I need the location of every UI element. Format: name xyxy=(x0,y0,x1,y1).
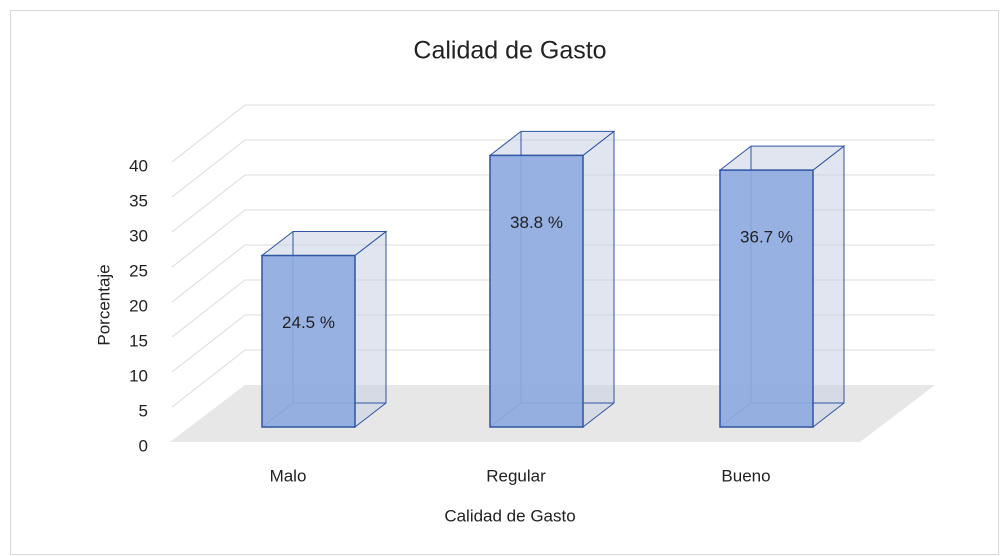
bar-side xyxy=(354,230,387,429)
bar xyxy=(261,254,356,428)
data-label: 36.7 % xyxy=(740,228,793,247)
data-label: 24.5 % xyxy=(282,313,335,332)
grid-line xyxy=(171,104,935,163)
y-tick-label: 0 xyxy=(139,436,148,455)
y-tick-label: 5 xyxy=(139,401,148,420)
y-tick-label: 25 xyxy=(129,261,148,280)
y-tick-label: 10 xyxy=(129,366,148,385)
x-tick-label: Bueno xyxy=(721,466,770,485)
y-tick-label: 30 xyxy=(129,226,148,245)
bar xyxy=(489,154,584,428)
y-tick-label: 35 xyxy=(129,191,148,210)
x-tick-label: Malo xyxy=(270,466,307,485)
grid-line xyxy=(171,349,935,408)
x-axis-label: Calidad de Gasto xyxy=(444,506,575,525)
grid-line xyxy=(171,244,935,303)
bar-side xyxy=(812,145,845,429)
bar xyxy=(719,169,814,428)
grid-line xyxy=(171,139,935,198)
y-axis-label: Porcentaje xyxy=(94,264,113,345)
bar-side xyxy=(582,130,615,429)
y-tick-label: 20 xyxy=(129,296,148,315)
grid-line xyxy=(171,279,935,338)
chart-title: Calidad de Gasto xyxy=(413,37,606,65)
y-tick-label: 40 xyxy=(129,156,148,175)
grid-line xyxy=(171,174,935,233)
x-tick-label: Regular xyxy=(486,466,546,485)
data-label: 38.8 % xyxy=(510,213,563,232)
y-tick-label: 15 xyxy=(129,331,148,350)
grid-line xyxy=(171,314,935,373)
grid-line xyxy=(171,209,935,268)
